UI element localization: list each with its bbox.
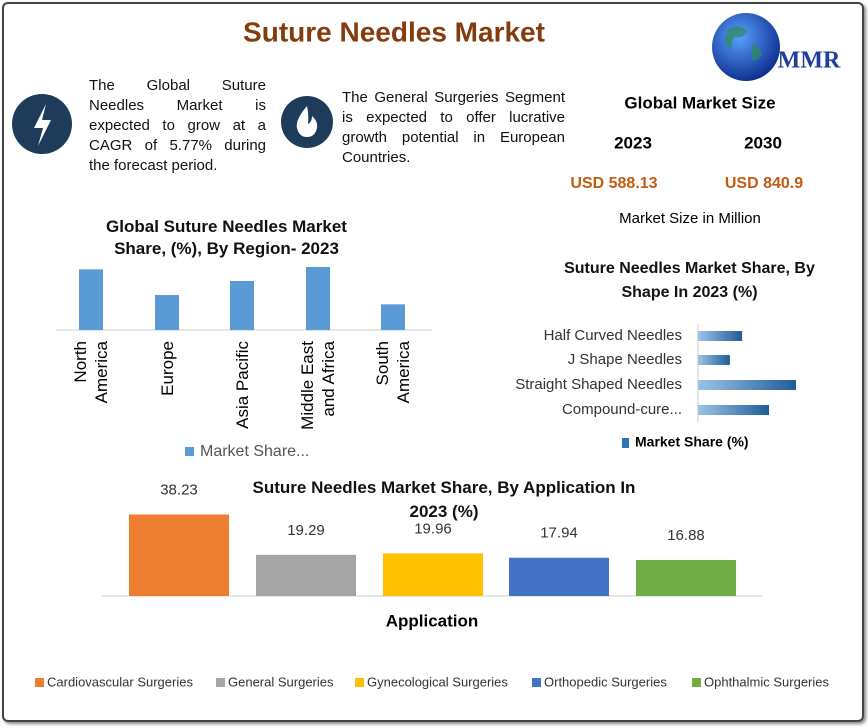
logo-text: MMR [778,48,841,74]
title: Suture Needles Market [243,16,545,47]
legend-swatch [355,678,364,687]
logo-land [725,26,762,61]
icon-bolt [34,104,51,146]
y-tick-label: Compound-cure... [562,401,682,418]
bar [381,304,405,330]
highlight: The General Surgeries Segment is expecte… [342,89,565,166]
bar [698,331,743,341]
x-axis-label: Application [386,611,479,630]
highlight: The Global Suture Needles Market is expe… [89,77,266,174]
market-value: USD 840.9 [725,175,803,192]
bar [230,281,254,330]
y-tick-label: Half Curved Needles [544,327,682,344]
x-tick-label: Middle East and Africa [298,341,338,430]
value-label: 38.23 [160,481,198,498]
value-label: 19.96 [414,520,452,537]
bar [698,405,770,415]
legend-label: Cardiovascular Surgeries [47,674,193,689]
chart-title: Global Suture Needles Market Share, (%),… [106,217,347,258]
chart-title: Suture Needles Market Share, By Applicat… [252,478,636,521]
bar [256,554,356,596]
bar [509,557,609,596]
legend-swatch [532,678,541,687]
legend-swatch [622,438,629,448]
bar [306,267,330,330]
bar [79,269,103,330]
legend-label: Market Share... [200,443,309,460]
bar [129,514,229,596]
icon-flame [296,106,318,137]
y-tick-label: J Shape Needles [568,351,682,368]
x-tick-label: Asia Pacific [232,341,252,429]
value-label: 16.88 [667,527,705,544]
year: 2023 [614,133,652,152]
value-label: 17.94 [540,525,578,542]
market-value: USD 588.13 [570,175,657,192]
market-size-title: Global Market Size [624,93,775,112]
legend-swatch [216,678,225,687]
x-tick-label: Europe [157,341,177,396]
logo-globe [712,13,780,81]
year: 2030 [744,133,782,152]
bar [155,295,179,330]
value-label: 19.29 [287,522,325,539]
bar [383,553,483,596]
x-tick-label: South America [373,341,413,404]
x-tick-label: North America [71,341,111,404]
legend-swatch [185,447,194,456]
y-tick-label: Straight Shaped Needles [515,376,682,393]
bar [698,380,796,390]
legend-label: Market Share (%) [635,434,749,450]
market-note: Market Size in Million [619,210,761,227]
legend-swatch [692,678,701,687]
legend-label: General Surgeries [228,674,334,689]
legend-swatch [35,678,44,687]
legend-label: Orthopedic Surgeries [544,674,667,689]
bar [636,559,736,596]
chart-title: Suture Needles Market Share, By Shape In… [564,260,815,301]
legend-label: Ophthalmic Surgeries [704,674,829,689]
legend-label: Gynecological Surgeries [367,674,508,689]
bar [698,355,730,365]
